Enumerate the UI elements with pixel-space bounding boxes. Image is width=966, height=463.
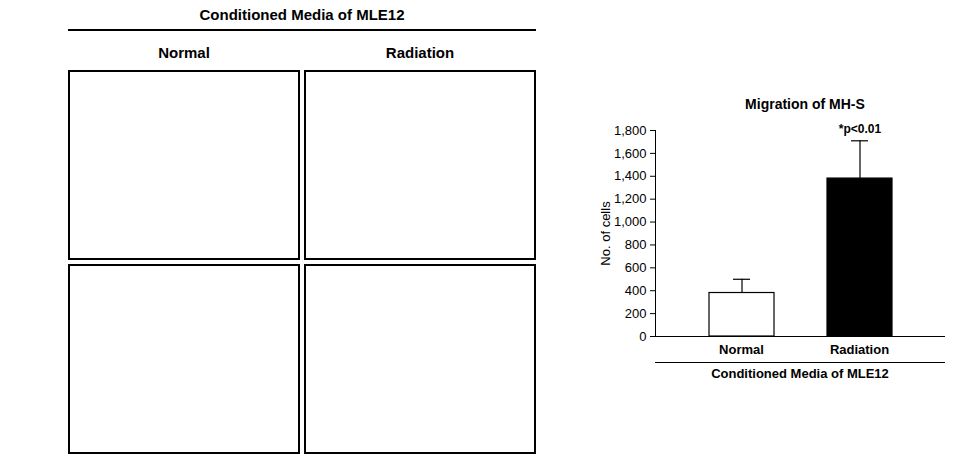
- svg-text:1,800: 1,800: [614, 123, 647, 138]
- html-text:Radiation: Radiation: [385, 44, 455, 61]
- svg-text:400: 400: [625, 283, 647, 298]
- svg-text:800: 800: [625, 237, 647, 252]
- svg-text:1,000: 1,000: [614, 214, 647, 229]
- svg-text:*p<0.01: *p<0.01: [839, 122, 882, 136]
- html-text:Migration of MH-S: Migration of MH-S: [745, 96, 865, 112]
- svg-text:1,400: 1,400: [614, 168, 647, 183]
- html-text:Radiation: Radiation: [829, 342, 890, 357]
- svg-text:No. of cells: No. of cells: [598, 201, 613, 266]
- svg-text:200: 200: [625, 306, 647, 321]
- html-text:Conditioned Media of MLE12: Conditioned Media of MLE12: [199, 6, 405, 23]
- html-text:Normal: Normal: [158, 44, 210, 61]
- html-text:Normal: Normal: [719, 342, 764, 357]
- html-text:Conditioned Media of MLE12: Conditioned Media of MLE12: [711, 366, 889, 381]
- svg-text:1,600: 1,600: [614, 146, 647, 161]
- svg-text:1,200: 1,200: [614, 191, 647, 206]
- svg-text:0: 0: [639, 329, 646, 344]
- svg-text:600: 600: [625, 260, 647, 275]
